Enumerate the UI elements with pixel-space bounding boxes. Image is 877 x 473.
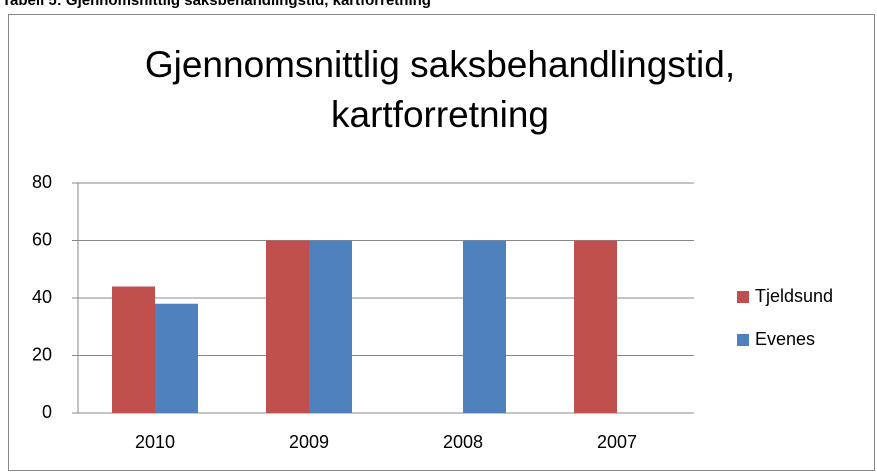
y-tick-label: 0	[42, 402, 52, 422]
legend-label: Tjeldsund	[755, 286, 833, 306]
bar	[309, 240, 352, 413]
y-tick-label: 40	[32, 287, 52, 307]
chart-frame	[8, 14, 875, 471]
bar	[155, 303, 198, 413]
bar	[112, 286, 155, 413]
legend-swatch	[737, 291, 749, 303]
legend-label: Evenes	[755, 329, 815, 349]
chart-title: Gjennomsnittlig saksbehandlingstid, kart…	[144, 44, 736, 135]
y-tick-label: 20	[32, 344, 52, 364]
x-tick-label: 2008	[443, 432, 483, 452]
legend-swatch	[737, 334, 749, 346]
x-tick-label: 2007	[597, 432, 637, 452]
y-tick-label: 80	[32, 172, 52, 192]
x-tick-label: 2009	[289, 432, 329, 452]
x-tick-label: 2010	[135, 432, 175, 452]
bar	[574, 240, 617, 413]
bar	[266, 240, 309, 413]
caption: Tabell 5: Gjennomsnittlig saksbehandling…	[2, 0, 431, 9]
y-tick-label: 60	[32, 229, 52, 249]
bar	[463, 240, 506, 413]
